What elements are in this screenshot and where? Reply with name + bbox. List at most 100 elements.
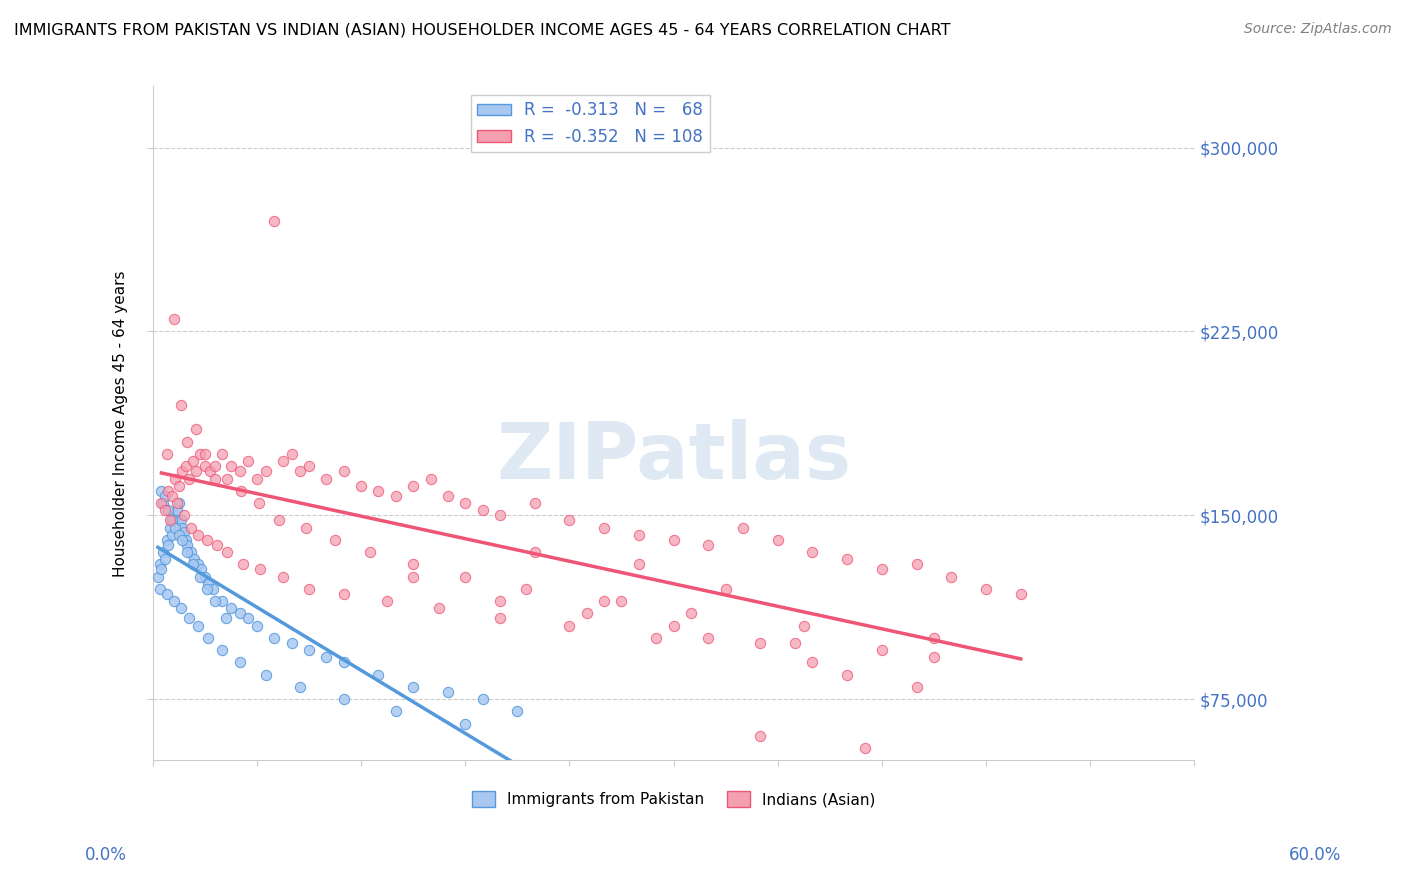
Point	[231, 483, 253, 498]
Point	[402, 558, 425, 572]
Point	[190, 562, 212, 576]
Point	[211, 594, 233, 608]
Point	[149, 582, 172, 596]
Point	[523, 545, 546, 559]
Point	[323, 533, 346, 547]
Point	[157, 538, 180, 552]
Point	[679, 607, 702, 621]
Point	[332, 464, 354, 478]
Point	[172, 520, 194, 534]
Point	[359, 545, 381, 559]
Point	[315, 650, 337, 665]
Point	[506, 704, 529, 718]
Point	[174, 459, 197, 474]
Point	[870, 643, 893, 657]
Point	[197, 631, 219, 645]
Point	[194, 569, 217, 583]
Point	[280, 447, 302, 461]
Point	[159, 520, 181, 534]
Point	[195, 582, 218, 596]
Point	[593, 520, 616, 534]
Point	[645, 631, 668, 645]
Point	[749, 729, 772, 743]
Point	[941, 569, 963, 583]
Point	[152, 496, 174, 510]
Point	[174, 533, 197, 547]
Point	[454, 496, 477, 510]
Point	[219, 601, 242, 615]
Point	[271, 569, 294, 583]
Point	[181, 454, 204, 468]
Point	[246, 471, 269, 485]
Point	[294, 520, 316, 534]
Point	[246, 618, 269, 632]
Point	[150, 483, 173, 498]
Point	[179, 611, 201, 625]
Legend: Immigrants from Pakistan, Indians (Asian): Immigrants from Pakistan, Indians (Asian…	[465, 785, 882, 814]
Point	[263, 631, 285, 645]
Point	[179, 471, 201, 485]
Point	[228, 607, 250, 621]
Point	[523, 496, 546, 510]
Point	[195, 533, 218, 547]
Point	[558, 618, 581, 632]
Point	[157, 503, 180, 517]
Point	[367, 667, 389, 681]
Text: ZIPatlas: ZIPatlas	[496, 419, 851, 495]
Point	[211, 447, 233, 461]
Point	[298, 459, 321, 474]
Point	[402, 479, 425, 493]
Point	[801, 545, 824, 559]
Point	[214, 611, 236, 625]
Point	[793, 618, 815, 632]
Point	[188, 447, 211, 461]
Point	[156, 447, 179, 461]
Point	[290, 680, 312, 694]
Point	[238, 454, 260, 468]
Point	[749, 636, 772, 650]
Text: IMMIGRANTS FROM PAKISTAN VS INDIAN (ASIAN) HOUSEHOLDER INCOME AGES 45 - 64 YEARS: IMMIGRANTS FROM PAKISTAN VS INDIAN (ASIA…	[14, 22, 950, 37]
Point	[427, 601, 450, 615]
Point	[731, 520, 754, 534]
Point	[375, 594, 398, 608]
Point	[471, 503, 494, 517]
Point	[165, 471, 187, 485]
Point	[402, 680, 425, 694]
Point	[149, 558, 172, 572]
Point	[187, 558, 209, 572]
Point	[384, 489, 406, 503]
Point	[489, 611, 512, 625]
Point	[853, 741, 876, 756]
Point	[153, 503, 176, 517]
Point	[280, 636, 302, 650]
Point	[198, 464, 221, 478]
Point	[558, 513, 581, 527]
Point	[153, 552, 176, 566]
Point	[332, 692, 354, 706]
Point	[159, 513, 181, 527]
Point	[785, 636, 807, 650]
Point	[662, 533, 685, 547]
Point	[489, 508, 512, 523]
Point	[217, 545, 239, 559]
Point	[173, 508, 195, 523]
Point	[837, 552, 859, 566]
Point	[1010, 587, 1032, 601]
Point	[350, 479, 373, 493]
Point	[228, 656, 250, 670]
Point	[167, 479, 190, 493]
Point	[165, 520, 187, 534]
Point	[167, 528, 190, 542]
Point	[315, 471, 337, 485]
Point	[870, 562, 893, 576]
Point	[157, 483, 180, 498]
Point	[437, 685, 460, 699]
Text: 60.0%: 60.0%	[1288, 846, 1341, 863]
Point	[249, 562, 271, 576]
Point	[181, 558, 204, 572]
Point	[922, 650, 945, 665]
Point	[194, 447, 217, 461]
Point	[766, 533, 789, 547]
Point	[974, 582, 997, 596]
Point	[204, 594, 226, 608]
